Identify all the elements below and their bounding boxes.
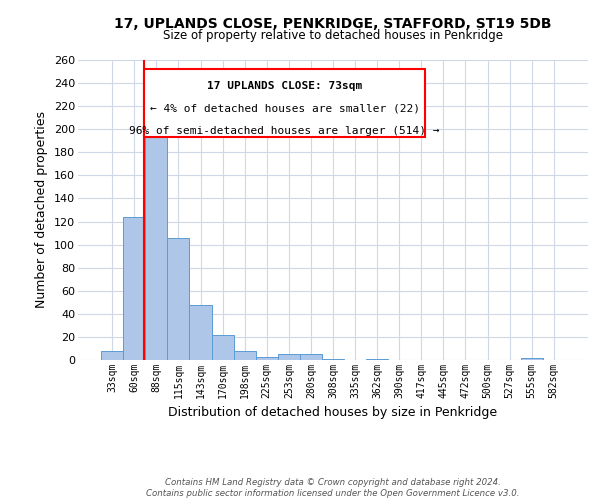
- Bar: [101, 351, 123, 360]
- Bar: [322, 359, 344, 360]
- Bar: [190, 304, 212, 360]
- Bar: [212, 334, 233, 360]
- Bar: [256, 356, 278, 360]
- Bar: [278, 354, 300, 360]
- Text: 96% of semi-detached houses are larger (514) →: 96% of semi-detached houses are larger (…: [130, 126, 440, 136]
- Text: Size of property relative to detached houses in Penkridge: Size of property relative to detached ho…: [163, 29, 503, 42]
- Bar: [521, 358, 543, 360]
- Bar: [300, 354, 322, 360]
- Y-axis label: Number of detached properties: Number of detached properties: [35, 112, 49, 308]
- X-axis label: Distribution of detached houses by size in Penkridge: Distribution of detached houses by size …: [169, 406, 497, 420]
- Bar: [233, 351, 256, 360]
- Text: ← 4% of detached houses are smaller (22): ← 4% of detached houses are smaller (22): [149, 104, 419, 114]
- Text: Contains HM Land Registry data © Crown copyright and database right 2024.
Contai: Contains HM Land Registry data © Crown c…: [146, 478, 520, 498]
- Bar: [366, 359, 388, 360]
- Bar: [167, 238, 190, 360]
- FancyBboxPatch shape: [145, 69, 425, 136]
- Text: 17 UPLANDS CLOSE: 73sqm: 17 UPLANDS CLOSE: 73sqm: [207, 81, 362, 91]
- Text: 17, UPLANDS CLOSE, PENKRIDGE, STAFFORD, ST19 5DB: 17, UPLANDS CLOSE, PENKRIDGE, STAFFORD, …: [114, 18, 552, 32]
- Bar: [145, 110, 167, 360]
- Bar: [123, 217, 145, 360]
